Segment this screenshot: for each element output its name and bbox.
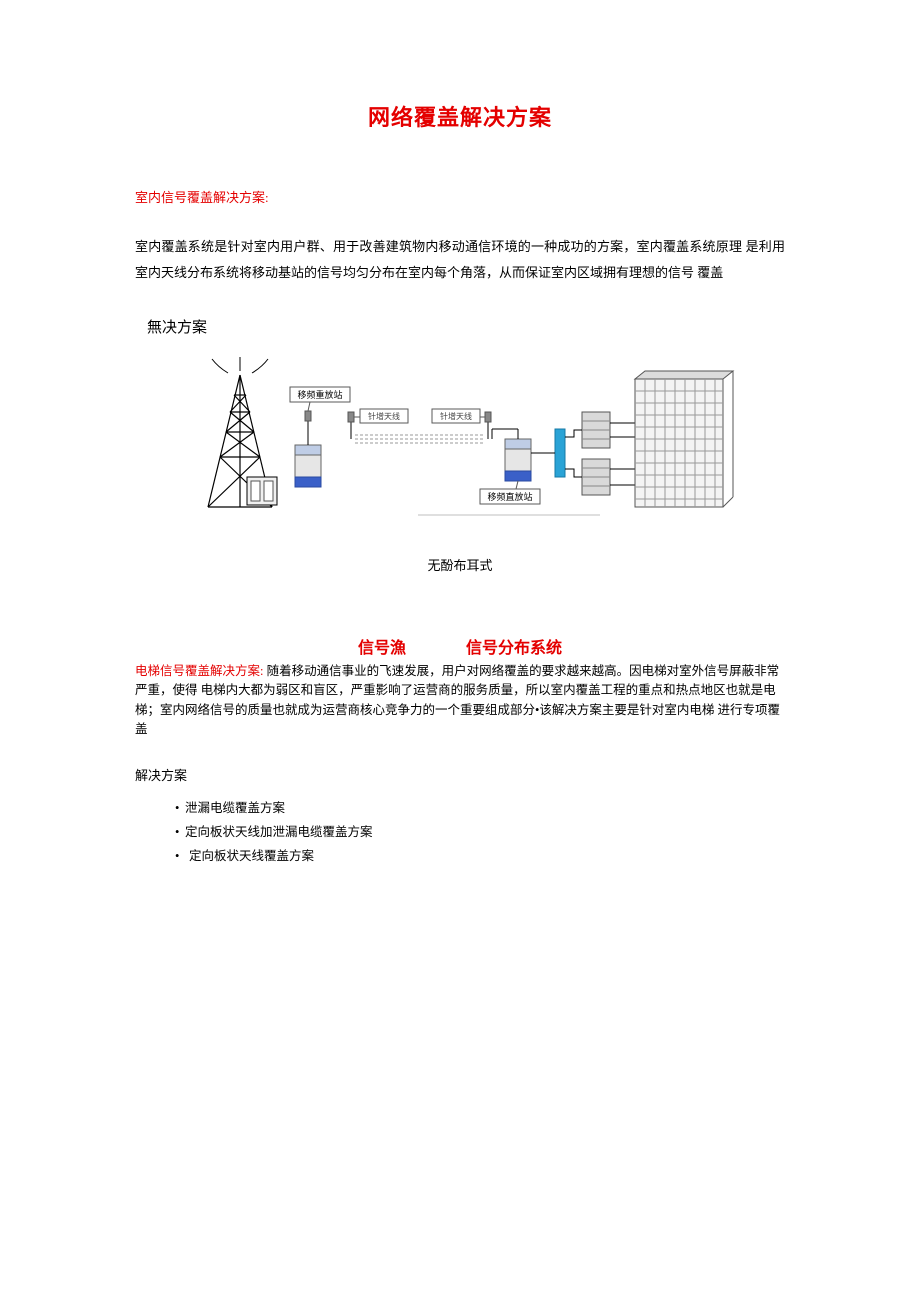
- base-cabinet-icon: [247, 477, 277, 505]
- diagram-container: 移频重放站 针增天线 针增天线: [135, 357, 785, 547]
- section1-heading: 室内信号覆盖解决方案:: [135, 187, 785, 206]
- section2-paragraph: 电梯信号覆盖解决方案: 随着移动通信事业的飞速发展，用户对网络覆盖的要求越来越高…: [135, 662, 785, 740]
- splitter-icon: [531, 429, 565, 477]
- section1-subheading: 無决方案: [147, 316, 785, 337]
- svg-text:针增天线: 针增天线: [440, 411, 472, 421]
- page-title: 网络覆盖解决方案: [135, 100, 785, 132]
- svg-text:移频重放站: 移频重放站: [297, 389, 342, 400]
- split-lines: [565, 430, 582, 477]
- antenna-left-icon: [348, 412, 354, 439]
- repeater-left-label: 移频重放站: [290, 387, 350, 411]
- section2-list-heading: 解决方案: [135, 765, 785, 784]
- antenna-right-icon: [485, 412, 491, 439]
- repeater-left-icon: [295, 411, 321, 487]
- rack-bottom-icon: [582, 459, 610, 495]
- rack-top-icon: [582, 412, 610, 448]
- bullet-item: 定向板状天线覆盖方案: [175, 844, 785, 868]
- network-diagram: 移频重放站 针增天线 针增天线: [180, 357, 740, 547]
- dual-label-row: 信号漁 信号分布系统: [135, 634, 785, 658]
- section1-paragraph: 室内覆盖系统是针对室内用户群、用于改善建筑物内移动通信环境的一种成功的方案，室内…: [135, 234, 785, 286]
- section2-heading-inline: 电梯信号覆盖解决方案:: [135, 664, 267, 678]
- repeater-right-icon: [492, 429, 531, 481]
- feed-lines: [610, 423, 635, 485]
- repeater-right-label: 移频直放站: [480, 481, 540, 504]
- solution-bullet-list: 泄漏电缆覆盖方案 定向板状天线加泄漏电缆覆盖方案 定向板状天线覆盖方案: [135, 796, 785, 869]
- building-icon: [635, 371, 733, 507]
- bullet-item: 定向板状天线加泄漏电缆覆盖方案: [175, 820, 785, 844]
- svg-text:移频直放站: 移频直放站: [487, 491, 532, 502]
- svg-text:针增天线: 针增天线: [368, 411, 400, 421]
- wireless-link: [355, 435, 483, 443]
- diagram-caption: 无酚布耳式: [135, 555, 785, 574]
- dual-label-left: 信号漁: [358, 634, 406, 658]
- antenna-right-label: 针增天线: [432, 409, 485, 423]
- bullet-item: 泄漏电缆覆盖方案: [175, 796, 785, 820]
- antenna-left-label: 针增天线: [354, 409, 408, 423]
- dual-label-right: 信号分布系统: [466, 634, 562, 658]
